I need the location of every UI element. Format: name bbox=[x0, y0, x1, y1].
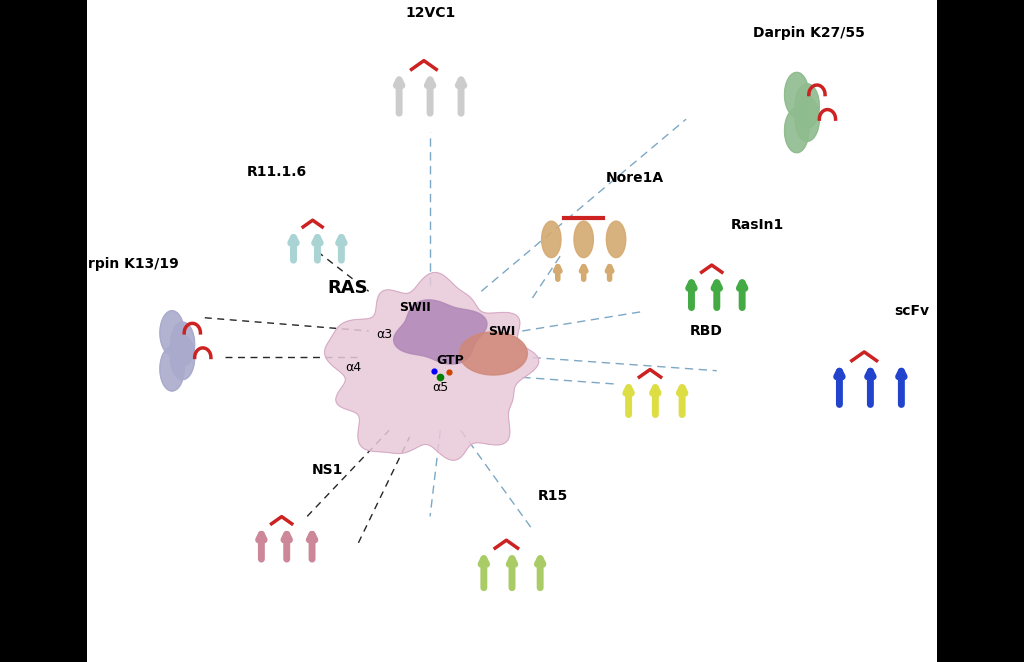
Polygon shape bbox=[170, 335, 195, 380]
Polygon shape bbox=[542, 221, 561, 258]
Polygon shape bbox=[784, 72, 809, 117]
Polygon shape bbox=[784, 109, 809, 153]
Text: R15: R15 bbox=[538, 489, 568, 503]
Text: NS1: NS1 bbox=[312, 463, 343, 477]
Point bbox=[426, 365, 442, 376]
Polygon shape bbox=[606, 221, 626, 258]
Point bbox=[432, 372, 449, 383]
Point bbox=[440, 367, 457, 377]
Polygon shape bbox=[795, 83, 819, 128]
Text: Darpin K27/55: Darpin K27/55 bbox=[753, 26, 865, 40]
Text: RAS: RAS bbox=[328, 279, 369, 297]
Text: α4: α4 bbox=[345, 361, 361, 374]
Polygon shape bbox=[160, 310, 184, 355]
Polygon shape bbox=[170, 322, 195, 367]
Bar bbox=[0, 0, 87, 662]
Text: Darpin K13/19: Darpin K13/19 bbox=[67, 258, 179, 271]
Text: 12VC1: 12VC1 bbox=[404, 6, 456, 20]
Text: RasIn1: RasIn1 bbox=[731, 218, 784, 232]
Text: R11.1.6: R11.1.6 bbox=[247, 165, 306, 179]
Polygon shape bbox=[574, 221, 593, 258]
Text: SWI: SWI bbox=[488, 324, 515, 338]
Polygon shape bbox=[160, 347, 184, 391]
Text: scFv: scFv bbox=[894, 304, 929, 318]
Bar bbox=[937, 0, 1024, 662]
Polygon shape bbox=[795, 97, 819, 142]
Polygon shape bbox=[325, 273, 539, 460]
Text: α3: α3 bbox=[376, 328, 392, 341]
Polygon shape bbox=[460, 332, 527, 375]
Text: GTP: GTP bbox=[436, 354, 465, 367]
Text: α5: α5 bbox=[432, 381, 449, 394]
Text: SWII: SWII bbox=[398, 301, 431, 314]
Text: Nore1A: Nore1A bbox=[606, 171, 664, 185]
Polygon shape bbox=[393, 300, 487, 364]
Text: RBD: RBD bbox=[690, 324, 723, 338]
